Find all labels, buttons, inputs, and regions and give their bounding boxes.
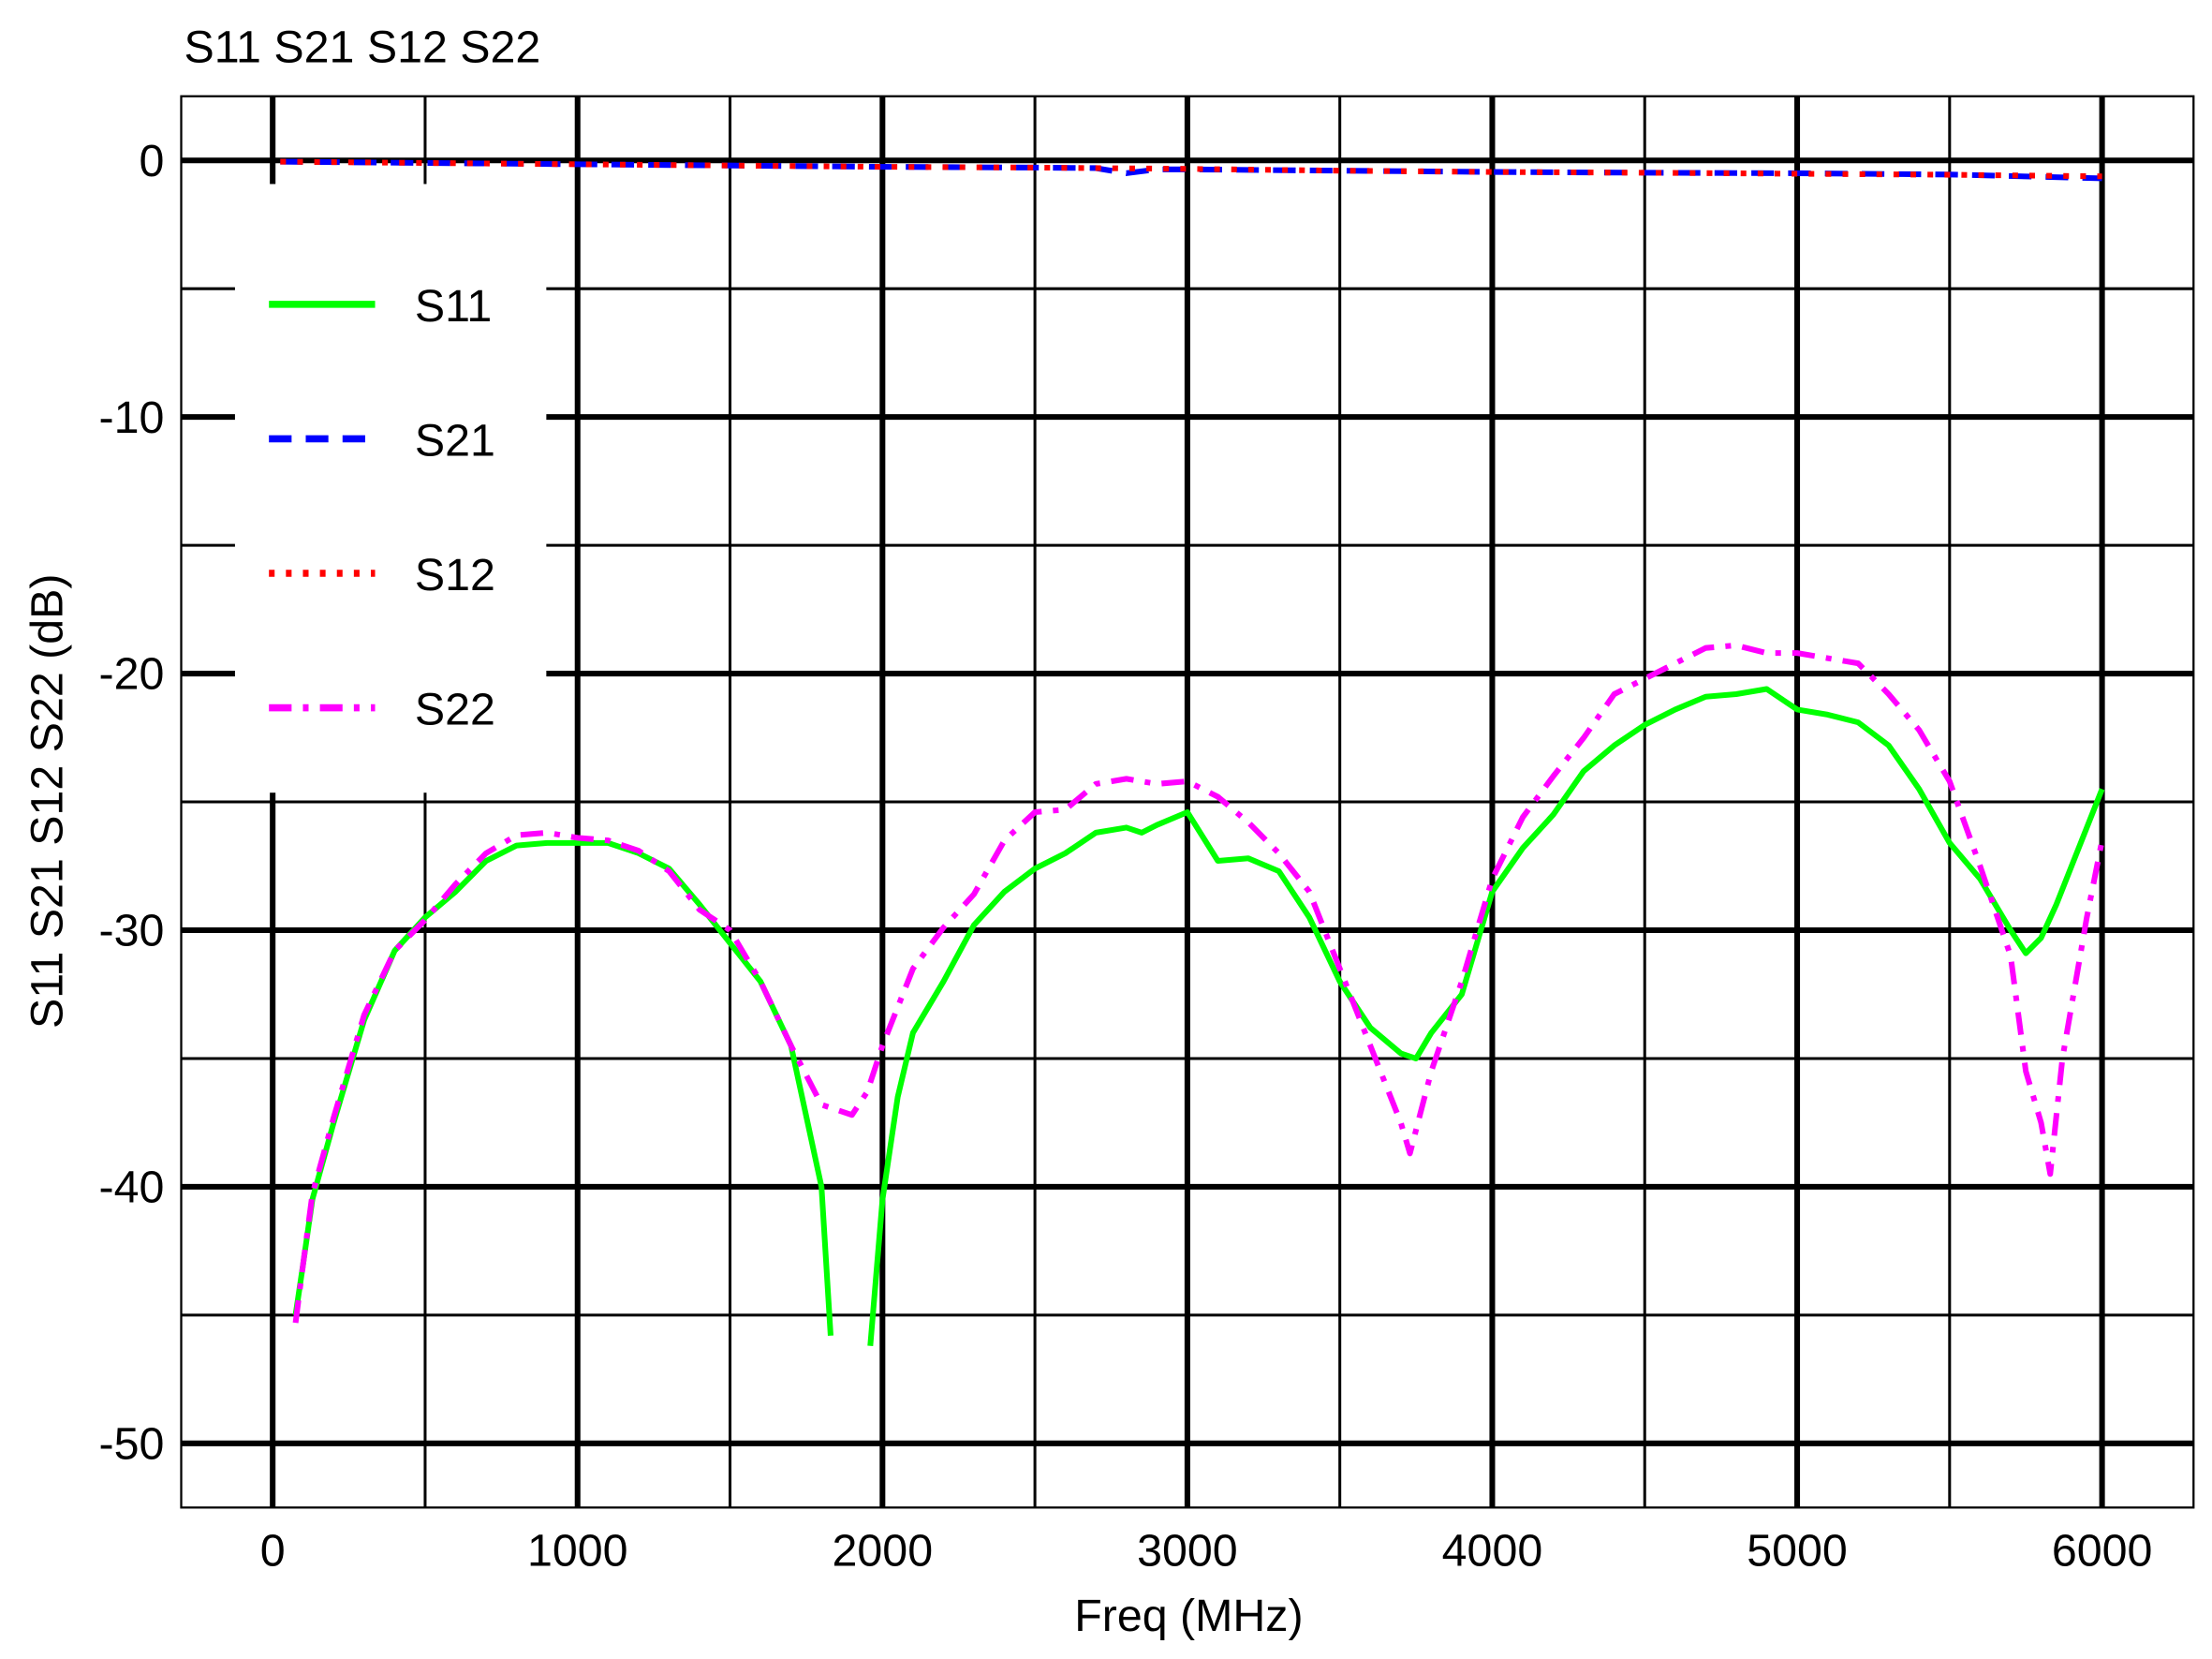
series-line: [280, 158, 2102, 180]
legend-label: S11: [415, 281, 492, 332]
x-tick-label: 4000: [1442, 1525, 1543, 1576]
legend-box: [234, 184, 547, 793]
x-tick-label: 6000: [2052, 1525, 2153, 1576]
x-tick-label: 1000: [527, 1525, 628, 1576]
legend-label: S22: [415, 685, 495, 735]
y-tick-label: -40: [98, 1163, 164, 1213]
legend-label: S12: [415, 550, 495, 600]
chart-title: S11 S21 S12 S22: [184, 22, 541, 72]
y-tick-label: -30: [98, 906, 164, 956]
x-tick-label: 5000: [1747, 1525, 1848, 1576]
tick-labels: 0 1000 2000 3000 4000 5000 6000 0 -10 -20 -30 -40 -5…: [98, 136, 2152, 1576]
y-tick-label: 0: [139, 136, 164, 186]
x-tick-label: 0: [260, 1525, 286, 1576]
legend: S11 S21 S12 S22: [234, 184, 547, 793]
x-tick-label: 3000: [1137, 1525, 1238, 1576]
y-tick-label: -10: [98, 393, 164, 443]
plot-frame: [180, 95, 2195, 1509]
y-tick-label: -50: [98, 1418, 164, 1469]
series-line: [292, 642, 2105, 1324]
lines: [280, 158, 2105, 1346]
legend-label: S21: [415, 416, 495, 467]
x-tick-label: 2000: [833, 1525, 934, 1576]
series-line: [280, 158, 2102, 182]
y-axis-label: S11 S21 S12 S22 (dB): [22, 574, 73, 1029]
y-tick-label: -20: [98, 649, 164, 700]
x-axis-label: Freq (MHz): [1074, 1591, 1303, 1641]
grid: [181, 96, 2194, 1508]
